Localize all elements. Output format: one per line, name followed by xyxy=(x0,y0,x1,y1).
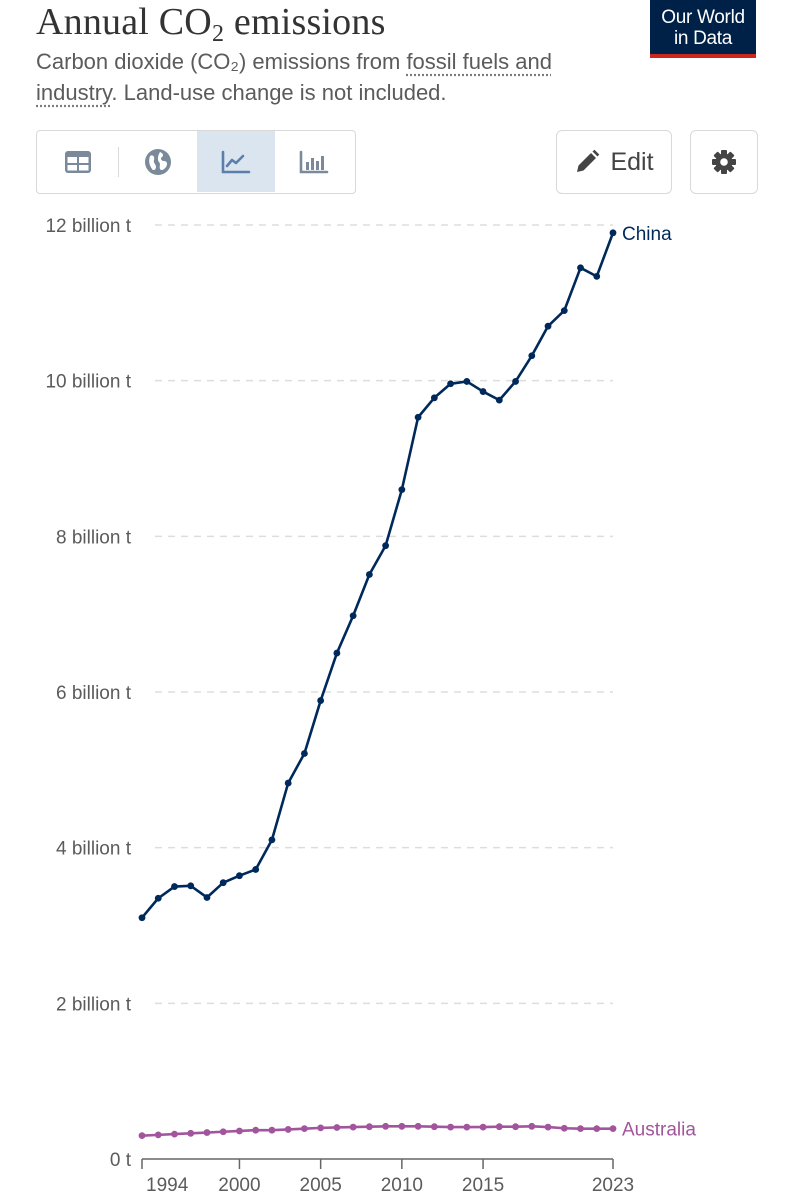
china-point xyxy=(268,836,276,844)
x-tick-label: 1994 xyxy=(146,1175,189,1196)
australia-point xyxy=(349,1123,357,1131)
australia-point xyxy=(609,1125,617,1133)
y-tick-label: 6 billion t xyxy=(56,683,132,704)
line-chart-icon xyxy=(221,150,251,173)
china-point xyxy=(463,378,471,385)
australia-point xyxy=(219,1128,227,1136)
y-tick-label: 2 billion t xyxy=(56,994,132,1015)
y-tick-label: 0 t xyxy=(110,1150,132,1171)
china-point xyxy=(187,882,195,890)
china-point xyxy=(365,571,373,578)
china-point xyxy=(528,352,536,360)
x-tick-label: 2010 xyxy=(381,1175,423,1196)
tab-separator xyxy=(118,147,119,177)
china-point xyxy=(382,542,390,550)
australia-point xyxy=(398,1122,406,1130)
china-point xyxy=(593,272,601,280)
australia-point xyxy=(138,1132,146,1140)
china-point xyxy=(447,380,454,388)
edit-button-label: Edit xyxy=(610,147,654,176)
gear-icon xyxy=(712,150,736,174)
australia-point xyxy=(187,1129,195,1137)
australia-point xyxy=(479,1123,487,1131)
settings-button[interactable] xyxy=(690,130,758,194)
china-point xyxy=(236,872,243,880)
x-tick-label: 2023 xyxy=(592,1175,634,1196)
australia-point xyxy=(365,1123,373,1131)
chart-title: Annual CO2 emissions xyxy=(36,1,386,47)
australia-point xyxy=(317,1124,325,1132)
china-point xyxy=(609,229,617,237)
y-tick-label: 10 billion t xyxy=(45,372,131,393)
edit-button[interactable]: Edit xyxy=(556,130,672,194)
australia-point xyxy=(447,1123,454,1131)
tab-table[interactable] xyxy=(39,131,117,192)
china-point xyxy=(430,394,438,402)
x-tick-label: 2015 xyxy=(462,1175,504,1196)
australia-point xyxy=(171,1130,178,1138)
table-icon xyxy=(65,150,91,173)
fossil-fuels-link[interactable]: fossil fuels and industry xyxy=(36,49,552,105)
china-point xyxy=(577,264,584,272)
china-point xyxy=(171,883,178,890)
china-point xyxy=(317,697,325,704)
china-point xyxy=(479,388,487,395)
australia-point xyxy=(284,1126,292,1133)
tab-bar-chart[interactable] xyxy=(275,131,353,192)
y-tick-label: 8 billion t xyxy=(56,527,132,548)
bar-chart-icon xyxy=(299,150,329,173)
owid-logo[interactable]: Our World in Data xyxy=(650,0,756,58)
china-line xyxy=(141,232,615,919)
china-point xyxy=(414,413,422,421)
y-tick-label: 4 billion t xyxy=(56,839,132,860)
china-point xyxy=(495,396,503,404)
australia-point xyxy=(560,1124,568,1132)
x-tick-label: 2005 xyxy=(300,1175,342,1196)
australia-point xyxy=(414,1122,422,1130)
australia-point xyxy=(154,1131,162,1139)
china-point xyxy=(203,894,211,901)
australia-point xyxy=(593,1125,601,1133)
china-point xyxy=(333,649,341,657)
australia-point xyxy=(252,1126,260,1134)
china-point xyxy=(560,307,568,315)
china-point xyxy=(512,378,519,385)
globe-icon xyxy=(145,148,171,175)
pencil-icon xyxy=(577,149,600,172)
china-label: China xyxy=(622,224,672,245)
australia-point xyxy=(236,1127,243,1135)
australia-line xyxy=(141,1125,613,1137)
china-point xyxy=(349,612,357,620)
china-point xyxy=(301,750,308,757)
china-point xyxy=(219,879,227,887)
australia-point xyxy=(382,1122,390,1130)
china-point xyxy=(252,866,260,873)
australia-point xyxy=(512,1123,519,1131)
china-point xyxy=(138,914,146,922)
tab-map[interactable] xyxy=(119,131,197,192)
australia-point xyxy=(577,1125,584,1133)
australia-point xyxy=(430,1123,438,1131)
australia-point xyxy=(544,1123,552,1131)
y-tick-label: 12 billion t xyxy=(45,216,131,237)
australia-point xyxy=(333,1124,341,1131)
chart-subtitle: Carbon dioxide (CO₂) emissions from foss… xyxy=(36,49,552,105)
china-point xyxy=(544,322,552,330)
tab-line-chart[interactable] xyxy=(197,131,275,192)
china-point xyxy=(398,486,406,494)
x-tick-label: 2000 xyxy=(218,1175,260,1196)
australia-point xyxy=(463,1123,471,1131)
china-point xyxy=(154,894,162,902)
australia-point xyxy=(528,1122,536,1130)
china-point xyxy=(284,779,292,787)
australia-point xyxy=(203,1129,211,1136)
australia-point xyxy=(301,1125,308,1133)
chart-view-tabs xyxy=(36,130,356,194)
australia-label: Australia xyxy=(622,1120,696,1141)
australia-point xyxy=(495,1123,503,1131)
australia-point xyxy=(268,1126,276,1134)
